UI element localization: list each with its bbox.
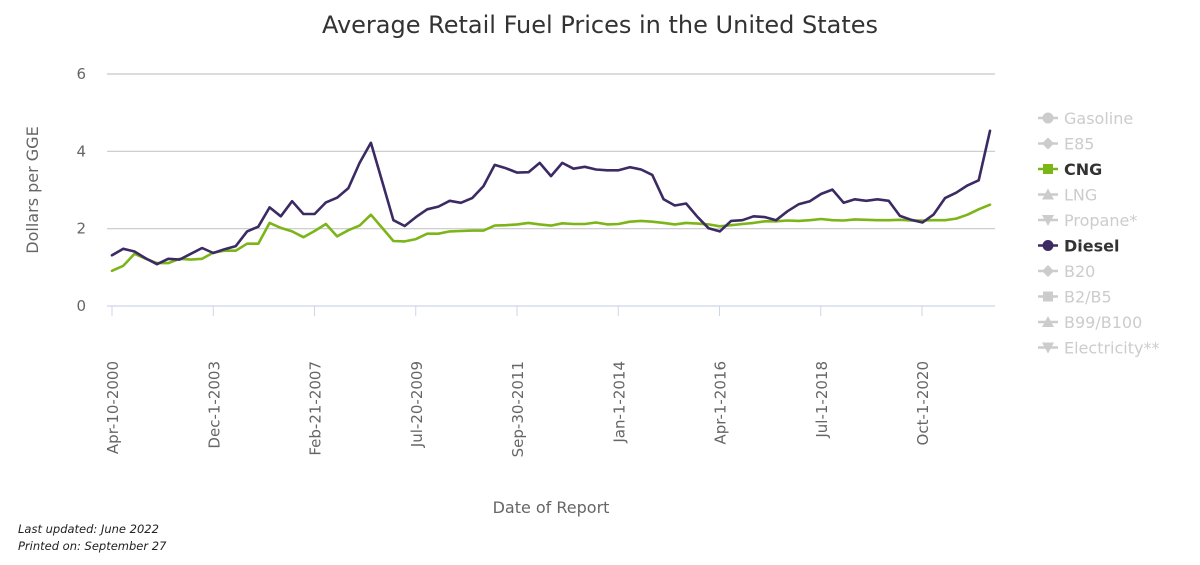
y-axis-title: Dollars per GGE (23, 126, 42, 253)
legend-item[interactable]: E85 (1038, 135, 1094, 154)
x-tick-label: Oct-1-2020 (914, 361, 932, 445)
y-tick-label: 2 (76, 220, 86, 238)
series-lines (110, 129, 992, 273)
legend-label: Gasoline (1064, 109, 1133, 128)
legend-item[interactable]: Gasoline (1038, 109, 1133, 128)
legend-marker-triangle-down (1042, 342, 1054, 354)
x-axis-title: Date of Report (493, 498, 610, 517)
x-tick-label: Apr-10-2000 (104, 361, 122, 454)
x-tick-label: Sep-30-2011 (509, 361, 527, 457)
legend-item[interactable]: CNG (1038, 160, 1102, 179)
x-tick-label: Jul-1-2018 (813, 361, 831, 439)
legend-item[interactable]: Propane* (1038, 211, 1137, 230)
legend-label: LNG (1064, 186, 1097, 205)
legend-marker-square (1043, 164, 1053, 174)
x-tick-label: Jan-1-2014 (610, 361, 628, 444)
legend-marker-circle (1042, 240, 1054, 251)
last-updated-note: Last updated: June 2022 (18, 522, 159, 536)
legend-label: B2/B5 (1064, 288, 1112, 307)
y-tick-label: 0 (76, 297, 86, 315)
chart-title: Average Retail Fuel Prices in the United… (322, 11, 878, 39)
x-tick-label: Jul-20-2009 (408, 361, 426, 448)
legend-label: Electricity** (1064, 339, 1159, 358)
x-axis-ticks: Apr-10-2000 Dec-1-2003 Feb-21-2007 Jul-20-2… (104, 306, 932, 457)
series-line-cng (110, 203, 992, 273)
legend-marker-triangle-up (1042, 188, 1054, 200)
legend-item[interactable]: B2/B5 (1038, 288, 1112, 307)
legend-label: B99/B100 (1064, 313, 1142, 332)
x-tick-label: Feb-21-2007 (307, 361, 325, 456)
legend-item[interactable]: B99/B100 (1038, 313, 1142, 332)
legend-item[interactable]: Electricity** (1038, 339, 1159, 358)
legend-marker-triangle-up (1042, 316, 1054, 327)
legend-marker-circle (1042, 112, 1054, 124)
legend-marker-triangle-down (1042, 215, 1054, 226)
y-tick-label: 4 (76, 142, 86, 160)
legend-label: Diesel (1064, 237, 1119, 256)
gridlines (107, 73, 995, 307)
printed-on-note: Printed on: September 27 (18, 539, 167, 553)
legend: Gasoline E85 CNG LNG Propane* Diesel B20 B2/B5 B… (1038, 109, 1159, 358)
legend-label: E85 (1064, 135, 1094, 154)
legend-label: B20 (1064, 262, 1095, 281)
legend-label: Propane* (1064, 211, 1137, 230)
series-line-diesel (110, 129, 992, 266)
y-axis-ticks: 0 2 4 6 (76, 65, 86, 315)
legend-item[interactable]: Diesel (1038, 237, 1119, 256)
legend-item[interactable]: LNG (1038, 186, 1097, 205)
legend-item[interactable]: B20 (1038, 262, 1095, 281)
legend-marker-diamond (1042, 137, 1054, 150)
x-tick-label: Dec-1-2003 (205, 361, 223, 449)
legend-marker-diamond (1042, 265, 1054, 277)
x-tick-label: Apr-1-2016 (712, 361, 730, 445)
y-tick-label: 6 (76, 65, 86, 83)
legend-label: CNG (1064, 160, 1102, 179)
legend-marker-square (1043, 291, 1053, 302)
